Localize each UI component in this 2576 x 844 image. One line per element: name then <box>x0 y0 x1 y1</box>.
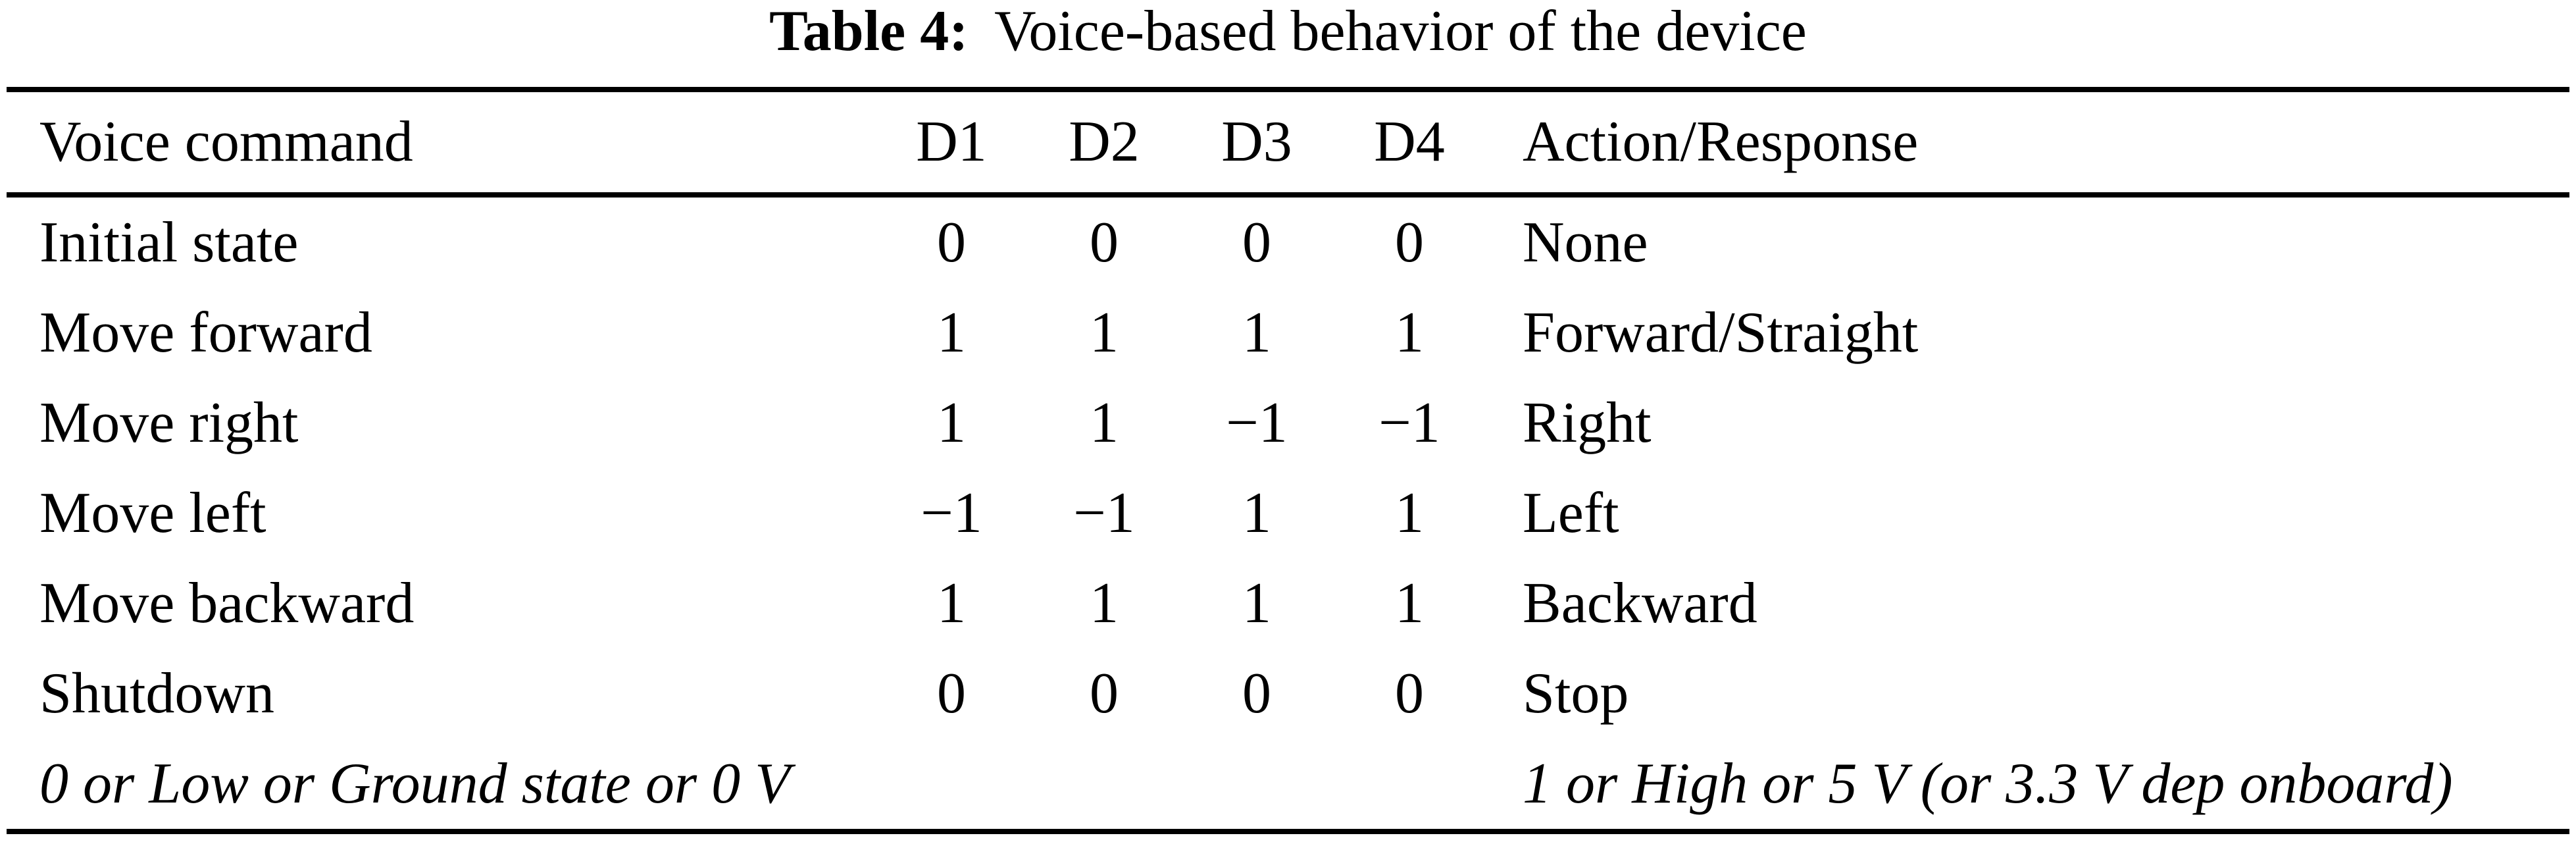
cell-d3: 1 <box>1242 481 1271 545</box>
cell-d2: 0 <box>1090 210 1119 275</box>
footnote-high-state: 1 or High or 5 V (or 3.3 V dep onboard) <box>1523 751 2453 816</box>
cell-d1: 1 <box>937 571 966 635</box>
cell-d1: 0 <box>937 210 966 275</box>
table-caption-text: Voice-based behavior of the device <box>994 0 1807 63</box>
cell-d4: −1 <box>1378 390 1440 455</box>
cell-d2: 0 <box>1090 661 1119 725</box>
header-action-response: Action/Response <box>1523 110 1919 174</box>
cell-d3: 1 <box>1242 300 1271 365</box>
cell-action: None <box>1523 210 1648 275</box>
table-row-move-right: Move right 1 1 −1 −1 Right <box>7 378 2569 468</box>
cell-action: Left <box>1523 481 1619 545</box>
top-rule <box>7 87 2569 92</box>
header-d2: D2 <box>1069 110 1140 174</box>
table-caption: Table 4: Voice-based behavior of the dev… <box>7 0 2569 87</box>
cell-command: Move left <box>39 481 266 545</box>
header-rule <box>7 192 2569 198</box>
table-row-move-left: Move left −1 −1 1 1 Left <box>7 468 2569 558</box>
table-row-move-forward: Move forward 1 1 1 1 Forward/Straight <box>7 288 2569 378</box>
cell-d2: 1 <box>1090 571 1119 635</box>
cell-d4: 1 <box>1395 571 1424 635</box>
cell-d2: −1 <box>1073 481 1135 545</box>
cell-action: Forward/Straight <box>1523 300 1919 365</box>
cell-action: Backward <box>1523 571 1757 635</box>
table-footnote-row: 0 or Low or Ground state or 0 V 1 or Hig… <box>7 739 2569 829</box>
cell-command: Move forward <box>39 300 372 365</box>
table-caption-label: Table 4: <box>769 0 969 63</box>
bottom-rule <box>7 829 2569 834</box>
cell-d1: 1 <box>937 300 966 365</box>
footnote-low-state: 0 or Low or Ground state or 0 V <box>39 751 790 816</box>
cell-d3: 0 <box>1242 210 1271 275</box>
header-d1: D1 <box>916 110 987 174</box>
cell-command: Move backward <box>39 571 415 635</box>
header-voice-command: Voice command <box>39 110 413 174</box>
cell-command: Shutdown <box>39 661 274 725</box>
table-header-row: Voice command D1 D2 D3 D4 Action/Respons… <box>7 92 2569 192</box>
cell-d1: −1 <box>921 481 982 545</box>
header-d4: D4 <box>1374 110 1445 174</box>
table-row-shutdown: Shutdown 0 0 0 0 Stop <box>7 648 2569 739</box>
cell-command: Move right <box>39 390 299 455</box>
cell-action: Stop <box>1523 661 1629 725</box>
cell-d1: 0 <box>937 661 966 725</box>
table-row-initial-state: Initial state 0 0 0 0 None <box>7 198 2569 288</box>
cell-action: Right <box>1523 390 1652 455</box>
cell-d4: 1 <box>1395 481 1424 545</box>
table-row-move-backward: Move backward 1 1 1 1 Backward <box>7 558 2569 648</box>
cell-d4: 1 <box>1395 300 1424 365</box>
cell-d1: 1 <box>937 390 966 455</box>
header-d3: D3 <box>1221 110 1292 174</box>
cell-d2: 1 <box>1090 300 1119 365</box>
cell-d3: −1 <box>1226 390 1288 455</box>
cell-d3: 1 <box>1242 571 1271 635</box>
table-figure: Table 4: Voice-based behavior of the dev… <box>7 0 2569 844</box>
cell-d2: 1 <box>1090 390 1119 455</box>
cell-d4: 0 <box>1395 210 1424 275</box>
cell-command: Initial state <box>39 210 299 275</box>
cell-d4: 0 <box>1395 661 1424 725</box>
cell-d3: 0 <box>1242 661 1271 725</box>
